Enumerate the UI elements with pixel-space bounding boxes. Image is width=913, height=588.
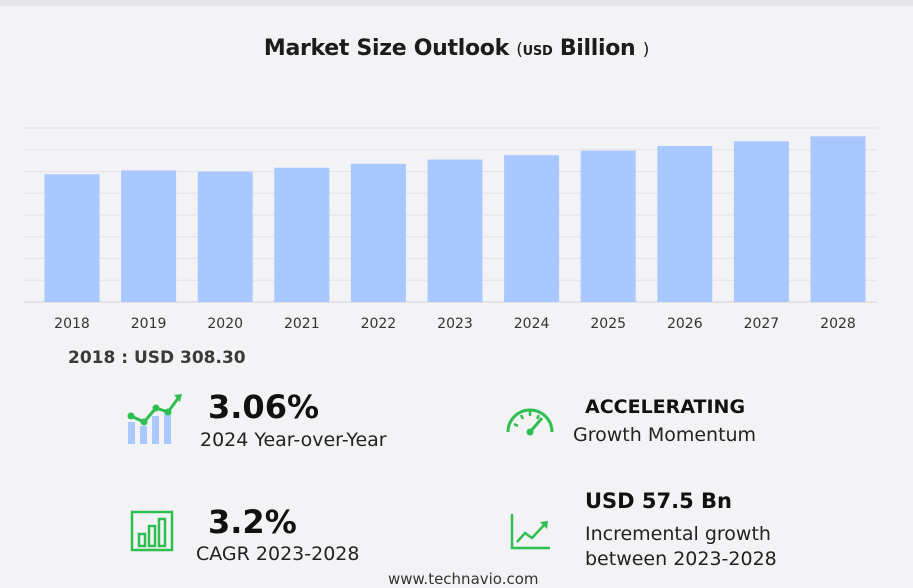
yoy-label: 2024 Year-over-Year [200, 429, 387, 451]
bar-2026 [657, 146, 713, 302]
top-strip [0, 0, 913, 6]
bar-2028 [810, 136, 866, 302]
title-unit-word: Billion [559, 36, 636, 61]
bar-2022 [350, 163, 406, 302]
trend-up-icon [510, 514, 550, 550]
x-tick-label: 2028 [820, 316, 856, 332]
title-main: Market Size Outlook [263, 36, 509, 61]
bar-chart: 2018 2019 2020 2021 2022 2023 2024 2025 2026 2027… [24, 127, 877, 332]
x-tick-label: 2019 [131, 316, 167, 332]
title-unit: USD [522, 44, 553, 59]
footer-source: www.technavio.com [388, 570, 539, 588]
incremental-value: USD 57.5 Bn [585, 489, 732, 513]
first-year-value: 2018 : USD 308.30 [68, 348, 246, 368]
x-tick-label: 2018 [54, 316, 90, 332]
bar-2020 [197, 171, 253, 302]
x-tick-label: 2020 [207, 316, 243, 332]
x-tick-label: 2022 [361, 316, 397, 332]
bar-2018 [44, 174, 100, 302]
momentum-label: Growth Momentum [573, 424, 757, 446]
bar-2019 [121, 170, 177, 302]
bar-2027 [733, 141, 789, 302]
x-tick-label: 2024 [514, 316, 550, 332]
yoy-kpi: 3.06% [208, 391, 319, 423]
incremental-label-line1: Incremental growth [585, 523, 771, 545]
title-open-paren: ( [516, 40, 523, 60]
x-tick-label: 2025 [590, 316, 626, 332]
cagr-value: 3.2% [208, 503, 297, 541]
x-tick-label: 2027 [744, 316, 780, 332]
chart-title: Market Size Outlook (USD Billion ) [0, 36, 913, 61]
incremental-label-line2: between 2023-2028 [585, 548, 777, 570]
yoy-value: 3.06% [208, 388, 320, 426]
speedometer-icon [506, 408, 554, 436]
bar-2023 [427, 159, 483, 302]
momentum-value: ACCELERATING [585, 396, 746, 418]
x-tick-label: 2023 [437, 316, 473, 332]
x-tick-label: 2026 [667, 316, 703, 332]
cagr-kpi: 3.2% [208, 506, 297, 538]
cagr-label: CAGR 2023-2028 [196, 543, 360, 565]
bar-2025 [580, 150, 636, 302]
title-close-paren: ) [642, 40, 650, 60]
bar-chart-icon [130, 510, 174, 552]
growth-chart-icon [127, 394, 182, 444]
x-tick-label: 2021 [284, 316, 320, 332]
bar-2024 [504, 155, 560, 302]
bar-2021 [274, 167, 330, 302]
